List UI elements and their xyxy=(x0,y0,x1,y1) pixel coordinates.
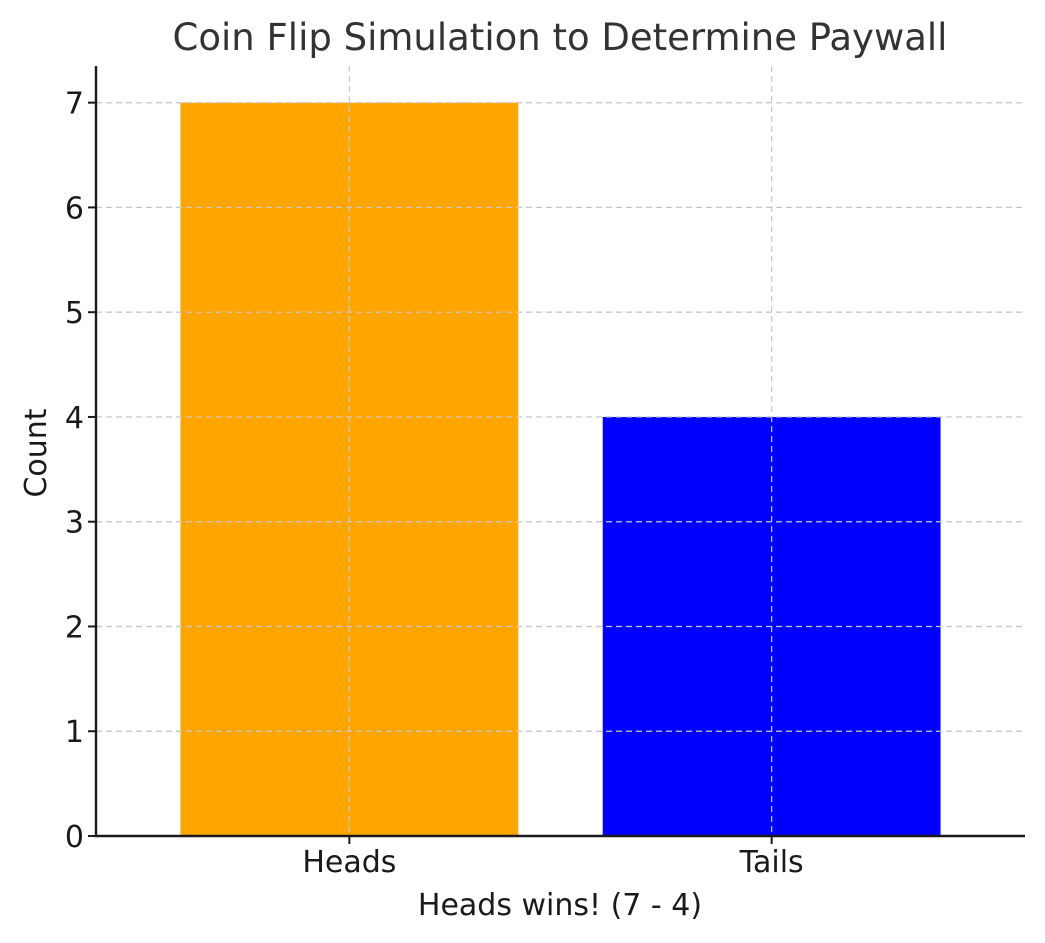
y-tick-label: 2 xyxy=(65,610,84,645)
x-tick-label-tails: Tails xyxy=(739,845,804,880)
y-tick-label: 7 xyxy=(65,87,84,122)
chart-title: Coin Flip Simulation to Determine Paywal… xyxy=(173,16,948,59)
x-tick-label-heads: Heads xyxy=(302,845,396,880)
x-ticks: Heads Tails xyxy=(302,836,804,880)
y-tick-label: 5 xyxy=(65,296,84,331)
y-ticks: 0 1 2 3 4 5 6 7 xyxy=(65,87,96,855)
y-tick-label: 3 xyxy=(65,506,84,541)
y-axis-label: Count xyxy=(19,408,54,497)
axes xyxy=(94,66,1025,838)
y-tick-label: 6 xyxy=(65,191,84,226)
bars xyxy=(96,66,1025,836)
y-tick-label: 4 xyxy=(65,401,84,436)
y-tick-label: 1 xyxy=(65,715,84,750)
y-tick-label: 0 xyxy=(65,820,84,855)
x-axis-label: Heads wins! (7 - 4) xyxy=(418,888,702,923)
